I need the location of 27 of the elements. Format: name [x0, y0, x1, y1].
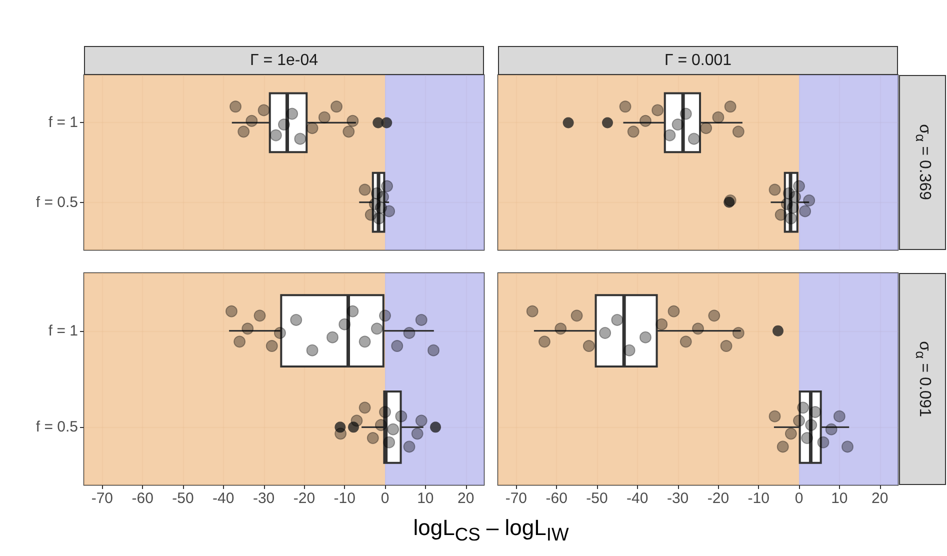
x-tick-label: -10 — [748, 490, 770, 507]
x-tick-label: 20 — [871, 490, 888, 507]
chart-title: Γ = 1e-04 — [84, 46, 484, 75]
x-tick-label: -50 — [172, 490, 194, 507]
x-tick-label: -30 — [666, 490, 689, 507]
x-tick-label: -20 — [707, 490, 730, 507]
x-tick-label: -50 — [586, 490, 608, 507]
x-axis-title: logL$_{CS}$ – logL$_{IW}$ — [412, 515, 570, 546]
x-tick-label: -60 — [132, 490, 154, 507]
chart-title: Γ = 0.001 — [498, 46, 898, 75]
y-tick-label: f = 0.5 — [36, 194, 78, 211]
x-tick-label: 10 — [417, 490, 434, 507]
x-tick-label: -60 — [546, 490, 568, 507]
x-tick-label: -70 — [91, 490, 114, 507]
x-tick-label: -40 — [212, 490, 234, 507]
y-tick-label: f = 1 — [48, 322, 78, 340]
x-tick-label: -40 — [626, 490, 648, 507]
x-tick-label: -30 — [252, 490, 275, 507]
x-tick-label: 0 — [380, 490, 390, 507]
x-tick-label: 0 — [794, 490, 804, 507]
x-tick-label: 20 — [457, 490, 474, 507]
x-tick-label: -20 — [293, 490, 316, 507]
x-tick-label: -70 — [505, 490, 528, 507]
x-tick-label: 10 — [831, 490, 848, 507]
x-tick-label: -10 — [334, 490, 356, 507]
y-tick-label: f = 1 — [48, 114, 78, 132]
y-tick-label: f = 0.5 — [36, 418, 78, 436]
